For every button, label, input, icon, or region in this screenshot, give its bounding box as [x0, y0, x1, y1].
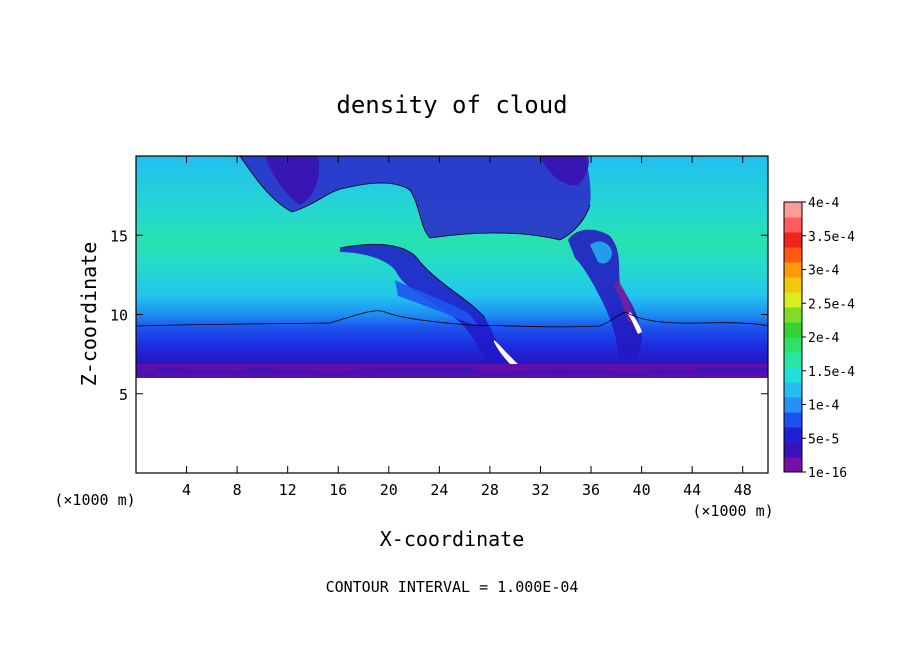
cloud-base-edge — [136, 364, 768, 372]
colorbar-segment — [784, 217, 802, 233]
colorbar-label: 3.5e-4 — [808, 230, 855, 245]
upper-core-left — [265, 156, 320, 205]
x-axis-ticks: 4 8 12 16 20 24 28 32 36 40 44 48 — [182, 156, 752, 499]
right-rotor — [568, 229, 642, 366]
colorbar-label: 3e-4 — [808, 264, 839, 279]
x-tick-label: 40 — [633, 481, 651, 499]
contour-interval-note: CONTOUR INTERVAL = 1.000E-04 — [326, 578, 579, 596]
surface-gap-1 — [494, 340, 520, 366]
x-unit-right: (×1000 m) — [692, 502, 773, 520]
x-unit-left: (×1000 m) — [54, 491, 135, 509]
colorbar-segment — [784, 457, 802, 473]
x-tick-label: 32 — [531, 481, 549, 499]
x-tick-label: 12 — [279, 481, 297, 499]
y-axis-label: Z-coordinate — [77, 242, 101, 387]
colorbar-label: 1.5e-4 — [808, 365, 855, 380]
cloud-features — [136, 156, 768, 372]
x-tick-label: 44 — [683, 481, 701, 499]
rotor-eye — [590, 241, 612, 264]
colorbar-segment — [784, 277, 802, 293]
chart-title: density of cloud — [336, 91, 567, 119]
y-tick-label: 15 — [110, 227, 128, 245]
y-tick-label: 5 — [119, 386, 128, 404]
colorbar-segment — [784, 322, 802, 338]
x-tick-label: 16 — [329, 481, 347, 499]
contour-line-upper — [239, 156, 591, 241]
colorbar-segment — [784, 442, 802, 458]
x-tick-label: 28 — [481, 481, 499, 499]
x-tick-label: 48 — [734, 481, 752, 499]
contour-line-lower — [136, 310, 768, 328]
x-tick-label: 8 — [233, 481, 242, 499]
colorbar-segment — [784, 262, 802, 278]
x-tick-label: 20 — [380, 481, 398, 499]
y-axis-ticks: 5 10 15 — [110, 227, 768, 404]
colorbar-segment — [784, 337, 802, 353]
colorbar-label: 1e-16 — [808, 466, 847, 481]
x-axis-label: X-coordinate — [380, 527, 525, 551]
colorbar-segment — [784, 397, 802, 413]
rotor-edge — [614, 280, 634, 322]
colorbar-label: 2.5e-4 — [808, 297, 855, 312]
upper-intrusion — [240, 156, 591, 240]
colorbar-segment — [784, 427, 802, 443]
colorbar-label: 2e-4 — [808, 331, 839, 346]
mid-light-streak — [395, 280, 478, 326]
colorbar-segment — [784, 307, 802, 323]
colorbar-segment — [784, 292, 802, 308]
colorbar-segment — [784, 202, 802, 218]
descending-band — [340, 244, 505, 366]
colorbar-label: 4e-4 — [808, 196, 839, 211]
colorbar-segment — [784, 247, 802, 263]
x-tick-label: 4 — [182, 481, 191, 499]
colorbar-segment — [784, 412, 802, 428]
colorbar-segment — [784, 382, 802, 398]
colorbar: 1e-16 5e-5 1e-4 1.5e-4 2e-4 2.5e-4 3e-4 3.5e-4 4… — [783, 196, 855, 481]
contour-line-band — [339, 243, 486, 319]
colorbar-segment — [784, 367, 802, 383]
x-tick-label: 36 — [582, 481, 600, 499]
colorbar-label: 5e-5 — [808, 432, 839, 447]
upper-core-right — [540, 156, 589, 186]
x-tick-label: 24 — [430, 481, 448, 499]
colorbar-segment — [784, 352, 802, 368]
y-tick-label: 10 — [110, 307, 128, 325]
colorbar-segment — [784, 232, 802, 248]
colorbar-label: 1e-4 — [808, 399, 839, 414]
surface-gap-2 — [628, 312, 642, 334]
